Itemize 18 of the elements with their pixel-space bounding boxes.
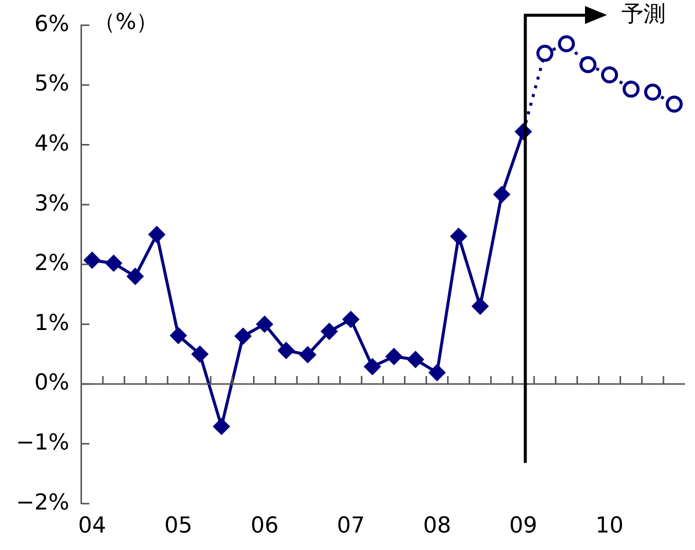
- ref-line-label: 予測: [621, 2, 666, 27]
- y-tick-label: 2%: [34, 251, 70, 276]
- y-tick-label: 3%: [34, 191, 70, 216]
- y-tick-label: −1%: [16, 430, 70, 456]
- x-tick-label: 08: [423, 514, 452, 539]
- x-tick-label: 05: [164, 514, 192, 539]
- x-tick-label: 10: [596, 514, 624, 539]
- x-tick-label: 06: [250, 514, 279, 539]
- y-tick-label: 1%: [34, 310, 70, 336]
- y-tick-label: 0%: [34, 370, 70, 396]
- y-tick-label: 5%: [34, 72, 70, 97]
- x-tick-label: 09: [509, 514, 538, 539]
- y-tick-label: −2%: [16, 490, 70, 516]
- y-tick-label: 6%: [34, 12, 70, 37]
- y-tick-label: 4%: [34, 132, 70, 157]
- y-axis-title: （%）: [93, 10, 158, 35]
- x-tick-label: 04: [78, 514, 106, 539]
- x-tick-label: 07: [336, 514, 365, 539]
